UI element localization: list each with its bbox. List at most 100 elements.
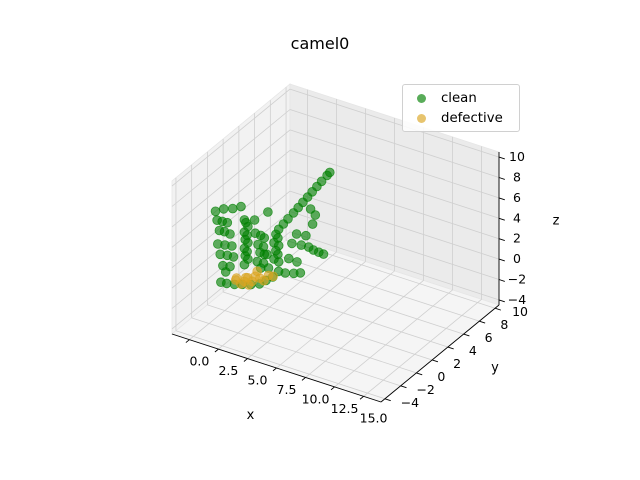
point-clean bbox=[236, 201, 246, 212]
gridline-z-side bbox=[289, 88, 500, 158]
y-tick bbox=[431, 359, 439, 363]
gridline-y-floor bbox=[191, 317, 401, 387]
x-tick bbox=[185, 339, 190, 343]
y-tick-label: 10 bbox=[512, 304, 528, 319]
x-tick bbox=[243, 358, 248, 362]
gridline-y-floor bbox=[207, 304, 417, 374]
point-clean bbox=[210, 206, 221, 217]
z-tick bbox=[498, 217, 505, 221]
gridline-z-side bbox=[289, 149, 500, 219]
data-points bbox=[210, 167, 335, 290]
point-clean bbox=[228, 252, 239, 262]
z-tick-label: 8 bbox=[513, 170, 521, 185]
x-tick-label: 7.5 bbox=[277, 382, 297, 397]
point-defective bbox=[243, 280, 254, 290]
y-tick bbox=[494, 307, 502, 311]
x-tick-label: 15.0 bbox=[360, 410, 388, 425]
y-tick-label: −4 bbox=[401, 395, 419, 410]
point-clean bbox=[316, 176, 327, 187]
point-clean bbox=[301, 230, 311, 241]
gridline-z-back bbox=[171, 170, 291, 269]
point-clean bbox=[218, 204, 229, 214]
gridline-z-side bbox=[289, 129, 500, 199]
legend-item-clean: clean bbox=[417, 88, 477, 108]
z-tick-label: 4 bbox=[513, 210, 521, 225]
y-tick bbox=[384, 398, 391, 402]
legend-item-defective: defective bbox=[417, 108, 503, 128]
z-tick bbox=[498, 299, 505, 303]
point-clean bbox=[263, 207, 273, 217]
x-tick bbox=[359, 395, 364, 400]
z-axis-label: z bbox=[553, 214, 560, 229]
z-tick-label: −2 bbox=[508, 272, 526, 287]
z-tick-label: 10 bbox=[509, 149, 525, 164]
point-clean bbox=[307, 219, 318, 229]
legend: clean defective bbox=[402, 84, 520, 132]
z-tick bbox=[498, 238, 505, 242]
gridline-z-back bbox=[171, 149, 291, 248]
chart-title: camel0 bbox=[290, 34, 350, 53]
x-tick-label: 0.0 bbox=[189, 354, 209, 369]
z-tick-label: 2 bbox=[513, 231, 521, 246]
point-defective bbox=[236, 279, 246, 289]
z-tick-label: 6 bbox=[513, 190, 521, 205]
point-clean bbox=[318, 249, 329, 259]
gridline-y-floor bbox=[223, 291, 433, 361]
gridline-z-side bbox=[289, 190, 500, 260]
point-clean bbox=[292, 257, 302, 267]
axis-ticks: 0.02.55.07.510.012.515.0−4−20246810−4−20… bbox=[185, 149, 528, 425]
point-clean bbox=[225, 229, 235, 239]
legend-label-clean: clean bbox=[441, 90, 477, 106]
point-clean bbox=[239, 259, 250, 270]
x-tick bbox=[272, 367, 277, 372]
series-clean bbox=[210, 167, 335, 290]
z-tick bbox=[498, 258, 505, 262]
point-clean bbox=[227, 241, 237, 251]
gridline-z-side bbox=[289, 109, 500, 178]
y-tick bbox=[400, 385, 407, 389]
point-clean bbox=[273, 257, 284, 267]
z-tick bbox=[498, 156, 505, 160]
gridline-y-floor bbox=[270, 252, 480, 322]
x-tick-label: 12.5 bbox=[331, 401, 359, 416]
gridline-y-floor bbox=[238, 278, 448, 348]
point-clean bbox=[283, 214, 293, 224]
gridline-y-floor bbox=[254, 265, 464, 335]
y-tick bbox=[416, 372, 423, 376]
x-tick bbox=[301, 377, 306, 381]
x-tick-label: 2.5 bbox=[218, 363, 238, 378]
gridline-z-back bbox=[171, 88, 291, 187]
y-tick-label: 0 bbox=[437, 369, 445, 384]
point-clean bbox=[305, 204, 316, 214]
legend-marker-clean bbox=[417, 93, 426, 103]
point-clean bbox=[291, 229, 302, 239]
point-clean bbox=[295, 268, 306, 278]
point-clean bbox=[262, 249, 272, 260]
y-tick-label: 8 bbox=[500, 317, 508, 332]
y-tick-label: 6 bbox=[485, 330, 493, 345]
y-tick bbox=[447, 346, 454, 350]
series-defective bbox=[230, 266, 278, 290]
z-tick bbox=[498, 279, 505, 282]
point-clean bbox=[216, 277, 226, 288]
point-defective bbox=[252, 266, 263, 277]
point-clean bbox=[287, 238, 297, 249]
x-tick-label: 10.0 bbox=[302, 391, 330, 406]
y-tick-label: 2 bbox=[453, 356, 461, 371]
point-clean bbox=[324, 167, 335, 178]
gridline-z-back bbox=[171, 129, 291, 228]
gridline-z-side bbox=[289, 211, 500, 280]
y-axis-label: y bbox=[491, 361, 499, 376]
point-defective bbox=[258, 275, 269, 286]
point-clean bbox=[220, 267, 231, 277]
z-tick-label: −4 bbox=[508, 292, 526, 307]
point-clean bbox=[283, 253, 294, 264]
y-tick-label: −2 bbox=[416, 382, 434, 397]
point-clean bbox=[227, 203, 238, 214]
y-tick bbox=[479, 320, 486, 324]
point-clean bbox=[280, 268, 291, 278]
y-tick bbox=[463, 333, 470, 337]
point-defective bbox=[268, 271, 278, 282]
y-tick-label: 4 bbox=[469, 343, 477, 358]
